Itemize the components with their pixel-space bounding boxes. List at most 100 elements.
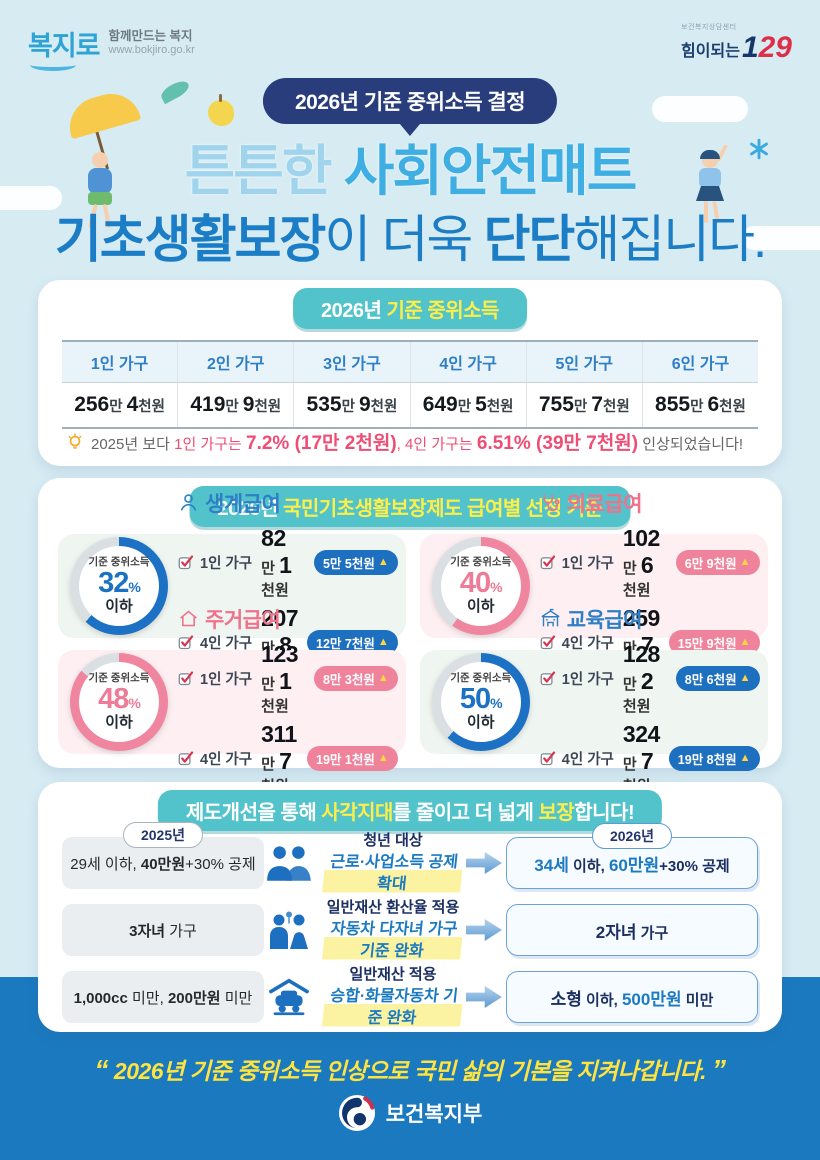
- benefits-grid: 기준 중위소득 32% 이하 생계급여 1인 가구 82만 1천원 5만 5천: [58, 493, 768, 795]
- s3h-part: 제도개선을 통해: [185, 802, 322, 824]
- jumping-girl-illustration: [682, 144, 752, 250]
- table-header-cell: 6인 가구: [642, 342, 759, 382]
- main-title-line2: 기초생활보장이 더욱 단단해집니다.: [0, 198, 820, 272]
- note-pink: 1인 가구는: [174, 436, 246, 453]
- check-icon: [540, 750, 555, 765]
- person-icon: [180, 494, 197, 511]
- benefit-gyoyuk: 기준 중위소득 50% 이하 교육급여 1인 가구 128만 2천원 8만 6: [419, 609, 768, 795]
- donut-percent: 32: [98, 567, 129, 600]
- section1-header: 2026년 기준 중위소득: [293, 288, 527, 329]
- s3h-yellow: 사각지대: [321, 802, 393, 824]
- call129-number-red: 29: [758, 31, 792, 64]
- percent-donut: 기준 중위소득 50% 이하: [431, 653, 530, 751]
- note-pink: , 4인 가구는: [396, 436, 477, 453]
- up-arrow-icon: ▲: [377, 556, 389, 568]
- footer-quote: “ 2026년 기준 중위소득 인상으로 국민 삶의 기본을 지켜나갑니다. ”: [0, 1052, 820, 1086]
- percent-sign: %: [128, 695, 140, 712]
- increase-badge: 8만 3천원 ▲: [313, 665, 398, 691]
- title2-reg1: 이 더욱: [324, 211, 484, 268]
- increase-badge: 5만 5천원 ▲: [313, 549, 398, 575]
- note-pink-big: 6.51%: [476, 433, 531, 454]
- benefit-title: 의료급여: [540, 488, 760, 518]
- house-icon: [180, 610, 197, 627]
- donut-below: 이하: [105, 597, 133, 615]
- benefit-saenggye: 기준 중위소득 32% 이하 생계급여 1인 가구 82만 1천원 5만 5천: [58, 493, 406, 679]
- arrow-right-icon: [466, 851, 502, 875]
- benefit-row: 1인 가구 128만 2천원 8만 6천원 ▲: [540, 641, 760, 716]
- benefit-row: 1인 가구 102만 6천원 6만 9천원 ▲: [540, 525, 760, 600]
- note-pink-big: (39만 7천원): [530, 433, 639, 454]
- section1-header-year: 2026년: [321, 300, 387, 322]
- ministry-name: 보건복지부: [385, 1103, 483, 1126]
- before-box: 1,000cc 미만, 200만원 미만: [62, 971, 264, 1023]
- s3h-yellow: 보장: [538, 802, 575, 824]
- donut-label: 기준 중위소득: [88, 672, 150, 685]
- benefit-row: 4인 가구 324만 7천원 19만 8천원▲: [540, 721, 760, 796]
- table-value-cell: 855만 6천원: [655, 393, 746, 416]
- title-strong-part: 사회안전매트: [343, 140, 638, 202]
- arrow-right-icon: [466, 918, 502, 942]
- umbrella-person-illustration: [52, 86, 152, 236]
- call129-subtitle: 보건복지상담센터: [681, 24, 737, 31]
- improvement-row-children: 3자녀 가구 일반재산 환산율 적용 자동차 다자녀 가구 기준 완화 2자녀 …: [62, 898, 758, 962]
- after-box: 2자녀 가구: [506, 904, 758, 956]
- check-icon: [178, 634, 194, 649]
- percent-sign: %: [128, 579, 140, 596]
- median-income-card: 2026년 기준 중위소득 1인 가구 2인 가구 3인 가구 4인 가구 5인…: [38, 280, 782, 466]
- percent-donut: 기준 중위소득 48% 이하: [70, 653, 168, 751]
- up-arrow-icon: ▲: [377, 672, 389, 684]
- change-description: 청년 대상 근로·사업소득 공제 확대: [264, 831, 465, 895]
- percent-donut: 기준 중위소득 32% 이하: [70, 537, 168, 635]
- note-pink-big: (17만 2천원): [289, 433, 397, 454]
- increase-note: 2025년 보다 1인 가구는 7.2% (17만 2천원), 4인 가구는 6…: [66, 428, 758, 455]
- section1-header-rest: 기준 중위소득: [386, 300, 499, 322]
- benefit-title: 주거급여: [178, 604, 398, 634]
- children-icon: [264, 910, 314, 950]
- change-target: 일반재산 환산율 적용: [326, 899, 460, 917]
- up-arrow-icon: ▲: [739, 636, 751, 648]
- benefit-row: 4인 가구 311만 7천원 19만 1천원▲: [178, 721, 398, 796]
- improvement-rows: 2025년 29세 이하, 40만원+30% 공제 청년 대상 근로·사업소득 …: [62, 822, 758, 1029]
- table-header-cell: 4인 가구: [410, 342, 527, 382]
- title2-bold1: 기초생활보장: [54, 211, 327, 268]
- cloud-decoration: [742, 226, 820, 250]
- call129-text: 힘이되는: [681, 43, 740, 60]
- car-icon: [264, 977, 314, 1017]
- table-header-cell: 3인 가구: [294, 342, 411, 382]
- close-quote-icon: ”: [711, 1054, 726, 1085]
- table-value-row: 256만 4천원 419만 9천원 535만 9천원 649만 5천원 755만…: [62, 383, 758, 427]
- change-target: 청년 대상: [363, 832, 423, 850]
- table-value-cell: 755만 7천원: [527, 383, 643, 427]
- increase-badge: 19만 8천원 ▲: [668, 745, 760, 771]
- donut-below: 이하: [105, 713, 133, 731]
- table-header-cell: 1인 가구: [62, 342, 179, 382]
- title2-bold2: 단단: [483, 211, 575, 268]
- school-icon: [541, 608, 560, 627]
- table-value-cell: 419만 9천원: [178, 383, 295, 427]
- donut-label: 기준 중위소득: [450, 672, 512, 685]
- check-icon: [540, 670, 555, 685]
- bokjiro-tagline: 함께만드는 복지: [108, 28, 193, 43]
- donut-percent: 48: [98, 683, 129, 716]
- mohw-logo: [338, 1094, 375, 1132]
- stethoscope-icon: [543, 494, 560, 512]
- year-2026-label: 2026년: [591, 823, 673, 849]
- percent-sign: %: [490, 695, 502, 712]
- check-icon: [178, 670, 194, 685]
- change-description: 일반재산 환산율 적용 자동차 다자녀 가구 기준 완화: [264, 898, 465, 962]
- table-header-row: 1인 가구 2인 가구 3인 가구 4인 가구 5인 가구 6인 가구: [62, 342, 759, 383]
- change-detail: 승합·화물자동차 기준 완화: [321, 985, 465, 1029]
- main-title-line1: 튼튼한 사회안전매트: [0, 126, 820, 206]
- check-icon: [540, 554, 555, 569]
- table-header-cell: 2인 가구: [178, 342, 295, 382]
- title-light-part: 튼튼한: [184, 140, 344, 202]
- note-text: 인상되었습니다!: [638, 436, 744, 453]
- benefit-title: 생계급여: [178, 488, 398, 518]
- donut-percent: 40: [459, 567, 491, 600]
- check-icon: [178, 554, 194, 569]
- donut-below: 이하: [466, 713, 495, 731]
- median-income-table: 1인 가구 2인 가구 3인 가구 4인 가구 5인 가구 6인 가구 256만…: [62, 340, 759, 429]
- bokjiro-url: www.bokjiro.go.kr: [108, 44, 195, 57]
- change-detail: 근로·사업소득 공제 확대: [321, 851, 465, 895]
